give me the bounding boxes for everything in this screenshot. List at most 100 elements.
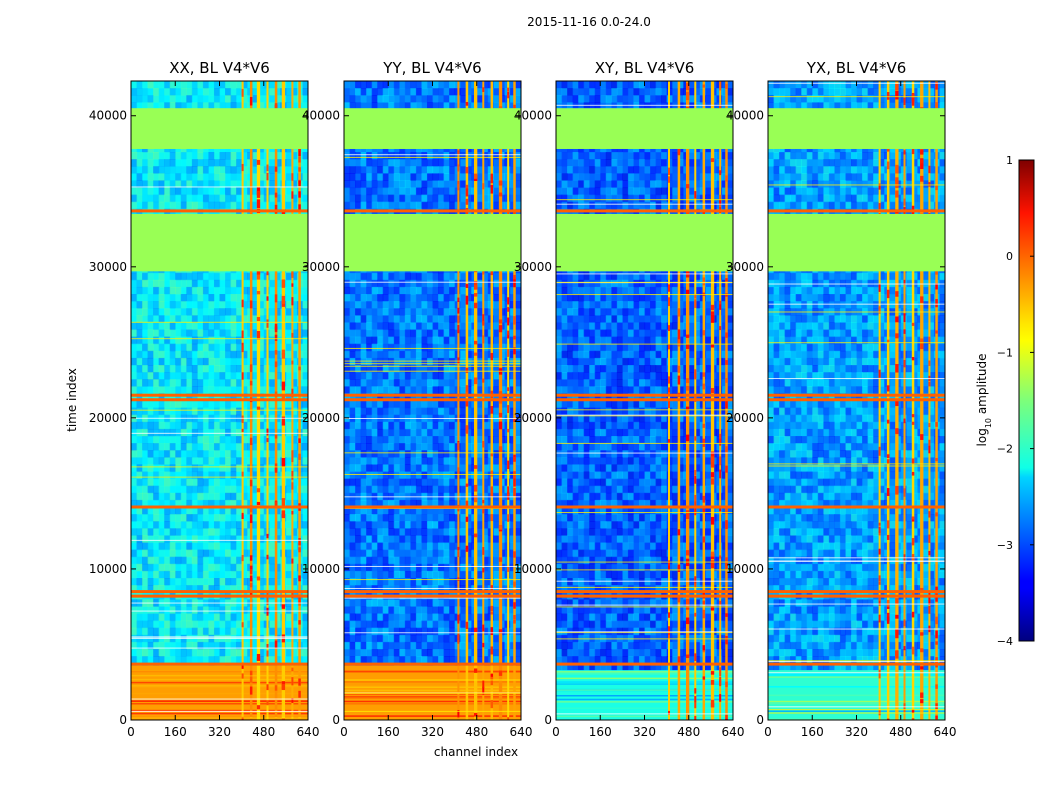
noise-cell [432,485,439,494]
noise-cell [285,187,293,196]
noise-cell [186,570,193,579]
noise-cell [208,535,215,544]
noise-cell [252,485,259,494]
noise-cell [169,549,176,558]
rfi-speckle [281,416,286,426]
noise-cell [344,407,351,416]
noise-cell [302,279,308,288]
noise-cell [136,152,143,160]
noise-cell [493,400,500,409]
noise-cell [197,549,204,558]
noise-cell [202,620,210,629]
noise-cell [236,102,243,110]
noise-cell [302,443,308,451]
noise-cell [131,649,138,657]
noise-cell [147,365,154,373]
noise-cell [393,279,400,288]
noise-cell [225,578,232,586]
noise-cell [399,436,406,444]
noise-cell [191,407,198,416]
noise-cell [388,372,395,380]
noise-cell [236,315,243,323]
noise-cell [438,379,445,387]
noise-cell [355,272,362,281]
noise-cell [153,556,160,565]
noise-cell [241,372,248,380]
noise-cell [219,528,226,536]
noise-cell [186,606,193,615]
noise-cell [366,421,373,430]
noise-cell [344,95,351,103]
noise-cell [158,421,165,430]
noise-cell [493,450,500,458]
noise-cell [302,620,308,629]
noise-cell [236,393,243,402]
noise-cell [382,159,389,167]
noise-cell [186,201,193,210]
noise-cell [302,201,308,210]
noise-cell [274,450,281,458]
noise-cell [180,194,187,203]
rfi-speckle [266,607,269,612]
noise-cell [393,329,400,338]
noise-cell [208,286,215,295]
noise-cell [236,627,243,636]
noise-cell [164,492,171,501]
noise-cell [443,485,450,494]
noise-cell [476,102,483,110]
noise-cell [349,173,356,181]
noise-cell [136,379,143,387]
noise-cell [274,187,281,196]
noise-cell [465,102,472,110]
noise-cell [360,272,367,281]
noise-cell [186,294,193,302]
noise-cell [142,173,149,181]
noise-cell [515,393,521,402]
noise-cell [388,194,395,203]
noise-cell [147,81,154,89]
noise-cell [291,322,298,331]
rfi-speckle [291,173,294,181]
noise-cell [153,208,160,217]
noise-cell [355,329,362,338]
noise-cell [443,436,450,444]
noise-cell [393,173,400,181]
noise-cell [360,428,367,437]
noise-cell [219,322,226,331]
rfi-speckle [249,676,253,683]
noise-cell [393,379,400,387]
rfi-speckle [281,210,286,215]
noise-cell [377,308,384,316]
noise-cell [421,471,428,480]
noise-cell [158,563,165,572]
noise-cell [197,407,204,416]
noise-cell [465,294,472,302]
noise-cell [197,322,204,331]
noise-cell [219,294,226,302]
noise-cell [197,386,204,394]
noise-cell [252,585,259,593]
noise-cell [355,464,362,473]
noise-cell [258,514,265,522]
noise-cell [213,428,221,437]
noise-cell [421,301,428,309]
noise-cell [404,350,411,359]
noise-cell [241,649,248,657]
noise-cell [202,492,210,501]
noise-cell [360,464,367,473]
noise-cell [509,102,517,110]
noise-cell [219,542,226,551]
noise-cell [136,350,143,359]
noise-cell [465,343,472,352]
noise-cell [186,649,193,657]
noise-cell [509,294,517,302]
noise-cell [377,301,384,309]
noise-cell [208,499,215,508]
noise-cell [153,379,160,387]
noise-cell [449,471,456,480]
noise-cell [515,372,521,380]
noise-cell [258,464,265,473]
noise-cell [136,428,143,437]
noise-cell [509,308,517,316]
noise-cell [197,81,204,89]
